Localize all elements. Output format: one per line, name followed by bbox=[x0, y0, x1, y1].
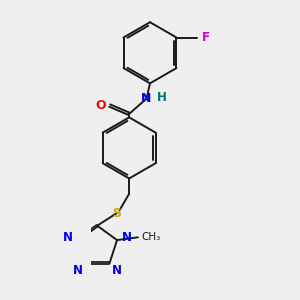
Text: N: N bbox=[63, 231, 73, 244]
Text: O: O bbox=[95, 99, 106, 112]
Text: F: F bbox=[202, 31, 209, 44]
Text: N: N bbox=[122, 231, 132, 244]
Text: CH₃: CH₃ bbox=[141, 232, 160, 242]
Text: N: N bbox=[111, 264, 122, 277]
Text: H: H bbox=[157, 91, 167, 104]
Text: N: N bbox=[73, 264, 83, 277]
Text: S: S bbox=[112, 207, 121, 220]
Text: N: N bbox=[141, 92, 152, 105]
